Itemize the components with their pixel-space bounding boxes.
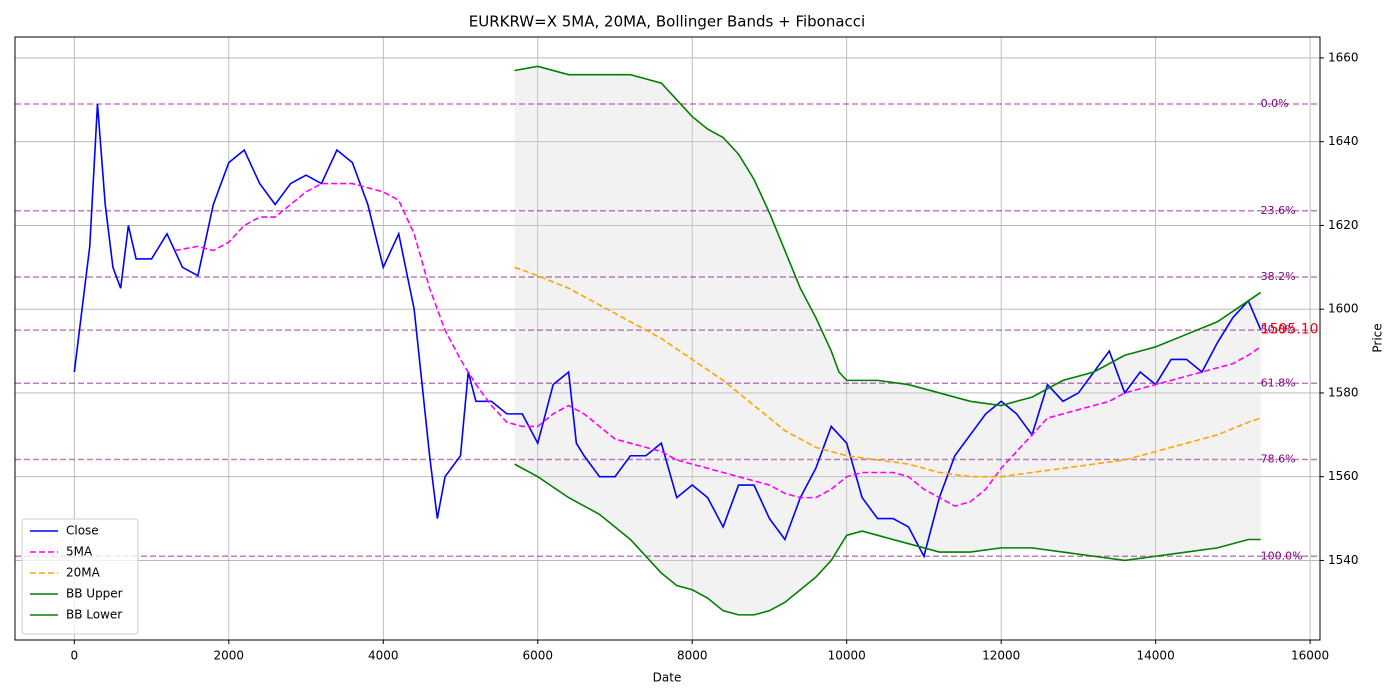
legend-label: 20MA (66, 566, 101, 580)
x-tick-label: 12000 (982, 649, 1020, 663)
band-fill (514, 66, 1261, 615)
legend-label: Close (66, 524, 99, 538)
legend-label: BB Lower (66, 608, 122, 622)
fib-label: 50.0% (1261, 323, 1296, 336)
annotation: 1595.10 (1261, 322, 1319, 338)
fib-label: 0.0% (1261, 97, 1289, 110)
fib-label: 78.6% (1261, 453, 1296, 466)
legend-box (21, 518, 139, 635)
y-tick-label: 1640 (1328, 134, 1359, 148)
x-tick-label: 8000 (677, 649, 708, 663)
series-line (73, 103, 1262, 559)
fib-label: 23.6% (1261, 204, 1296, 217)
y-tick-label: 1600 (1328, 302, 1359, 316)
x-tick-label: 16000 (1291, 649, 1329, 663)
series-line (174, 182, 1262, 507)
x-tick-label: 2000 (214, 649, 245, 663)
series-line (514, 65, 1262, 407)
y-tick-label: 1560 (1328, 469, 1359, 483)
x-axis-label: Date (653, 671, 682, 685)
x-tick-label: 4000 (368, 649, 399, 663)
x-tick-label: 14000 (1137, 649, 1175, 663)
plot-frame (14, 36, 1321, 641)
fib-label: 100.0% (1261, 549, 1303, 562)
y-axis-label: Price (1371, 323, 1385, 352)
fib-label: 61.8% (1261, 376, 1296, 389)
fib-label: 38.2% (1261, 270, 1296, 283)
y-tick-label: 1620 (1328, 218, 1359, 232)
x-tick-label: 0 (70, 649, 78, 663)
legend-label: BB Upper (66, 587, 123, 601)
y-tick-label: 1540 (1328, 553, 1359, 567)
x-tick-label: 6000 (522, 649, 553, 663)
y-tick-label: 1580 (1328, 385, 1359, 399)
chart-title: EURKRW=X 5MA, 20MA, Bollinger Bands + Fi… (469, 13, 865, 31)
legend: Close 5MA 20MA BB Upper BB Lower (21, 518, 139, 635)
series-line (514, 463, 1261, 616)
legend-label: 5MA (66, 545, 93, 559)
y-tick-label: 1660 (1328, 50, 1359, 64)
x-tick-label: 10000 (828, 649, 866, 663)
